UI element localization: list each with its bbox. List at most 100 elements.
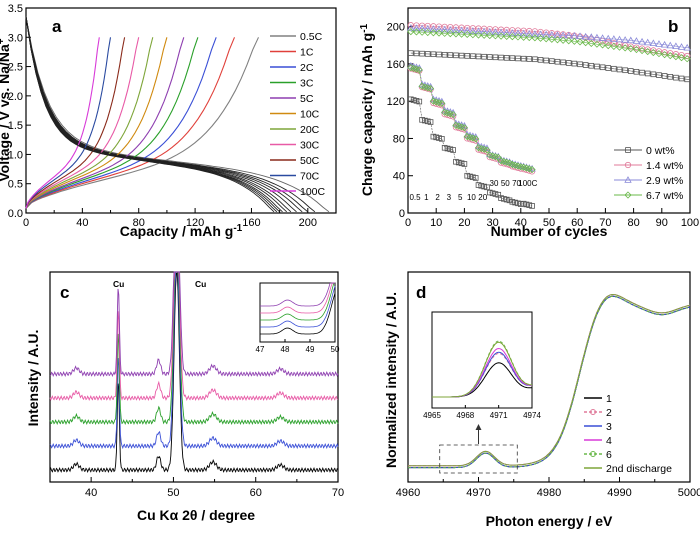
panel-a-xlabel: Capacity / mAh g-1 [120,223,243,239]
panel-b-rate-label: 20 [478,193,487,202]
panel-b-point [553,36,562,44]
panel-b-point [498,54,504,61]
panel-b-point [627,45,635,53]
panel-a-charge-curve-10C [25,37,168,209]
panel-b-point [419,50,425,57]
panel-a-ylabel: Voltage / V vs. Na/Na+ [0,38,12,181]
panel-a-ytick-label: 0.0 [8,208,23,220]
panel-d-legend-label: 1 [606,393,612,405]
panel-b-point [525,33,533,42]
panel-b-point [422,117,428,124]
panel-d-legend-label: 6 [606,449,612,461]
panel-a-legend-label: 20C [300,124,320,136]
panel-b-point [661,51,669,59]
panel-b-point [582,34,589,41]
panel-c-label: c [60,283,69,302]
panel-b-point [413,98,420,104]
panel-b-point [455,159,462,166]
panel-b-point [412,28,421,36]
panel-b-point [627,43,634,50]
panel-b-rate-label: 3 [447,193,452,202]
panel-b-point [515,200,521,207]
panel-a-ytick-label: 3.5 [8,3,23,15]
panel-b-point [684,76,690,83]
panel-b-point [452,26,460,33]
panel-b-point [480,31,488,39]
panel-b-point [469,31,477,39]
panel-b-point [611,65,617,72]
panel-d-spectrum-6 [408,295,691,469]
panel-b-point [660,40,669,48]
panel-b-point [410,97,417,103]
panel-c-inset-tick-label: 50 [331,345,340,354]
panel-c-frame [49,271,339,483]
panel-c-pattern-5 [49,271,339,378]
panel-d-xtick-label: 4970 [466,487,490,499]
panel-b-xtick-label: 20 [458,217,470,229]
panel-b-point [453,158,459,165]
panel-b-point [464,172,471,179]
panel-a-legend-label: 30C [300,140,320,152]
panel-b-point [475,53,482,60]
panel-b-point [470,53,476,59]
panel-b-point [484,184,490,191]
panel-b-point [531,34,539,42]
panel-b-point [677,43,686,50]
panel-b-point [498,195,504,201]
panel-b-point [497,28,505,36]
panel-b-point [554,58,561,65]
panel-b-label: b [668,17,678,36]
panel-b-point [407,24,415,31]
panel-b-point [430,133,437,140]
panel-b-cycle-line [410,52,691,81]
panel-d-zoom-arrowhead [475,424,482,430]
panel-b-point [453,52,459,59]
panel-d-xtick-label: 5000 [678,487,700,499]
panel-b-point [480,27,488,35]
panel-b-cycle-line [410,31,691,60]
panel-d-legend-label: 3 [606,421,612,433]
panel-b-legend-label: 6.7 wt% [646,190,683,202]
panel-a-ytick-label: 2.5 [8,62,23,74]
panel-d-spectrum-2nd discharge [408,293,691,467]
panel-b-point [598,34,607,41]
panel-a-charge-curve-2C [25,37,217,209]
panel-b-point [622,67,628,74]
panel-a-xtick-label: 80 [133,217,145,229]
panel-d-xlabel: Photon energy / eV [486,513,613,529]
panel-d-legend-marker [590,451,596,457]
panel-b-point [581,32,590,40]
panel-b-point [542,35,550,43]
panel-b-point [508,29,517,36]
panel-b-point [621,36,629,43]
panel-b-xtick-label: 0 [405,217,411,229]
panel-a-legend-label: 3C [300,78,314,90]
panel-b-point [599,41,607,49]
panel-b-xtick-label: 10 [430,217,442,229]
panel-b-series-6.7 wt% [407,28,691,174]
panel-b-point [655,40,663,47]
panel-d-xtick-label: 4990 [607,487,631,499]
panel-b-point [515,55,521,62]
panel-c-xlabel: Cu Kα 2θ / degree [137,507,255,523]
panel-b-point [565,37,573,45]
panel-a-frame [25,7,337,214]
panel-b-point [481,53,487,60]
panel-b-point [604,42,612,50]
panel-b-point [447,146,454,153]
panel-b-ylabel: Charge capacity / mAh g-1 [359,23,375,196]
panel-b-rate-label: 5 [458,193,463,202]
panel-b-point [528,166,536,174]
panel-b-point [429,25,438,32]
panel-b-point [514,33,522,41]
panel-d-inset-tick-label: 4971 [490,411,508,420]
panel-b-point [616,66,623,73]
panel-b-point [450,147,456,153]
panel-a-legend-label: 1C [300,47,314,59]
panel-b-point [424,24,432,32]
panel-b-point [520,55,527,62]
panel-b-point [427,119,434,125]
panel-b-point [424,118,431,125]
panel-b-xtick-label: 80 [627,217,639,229]
panel-b-point [489,190,496,197]
